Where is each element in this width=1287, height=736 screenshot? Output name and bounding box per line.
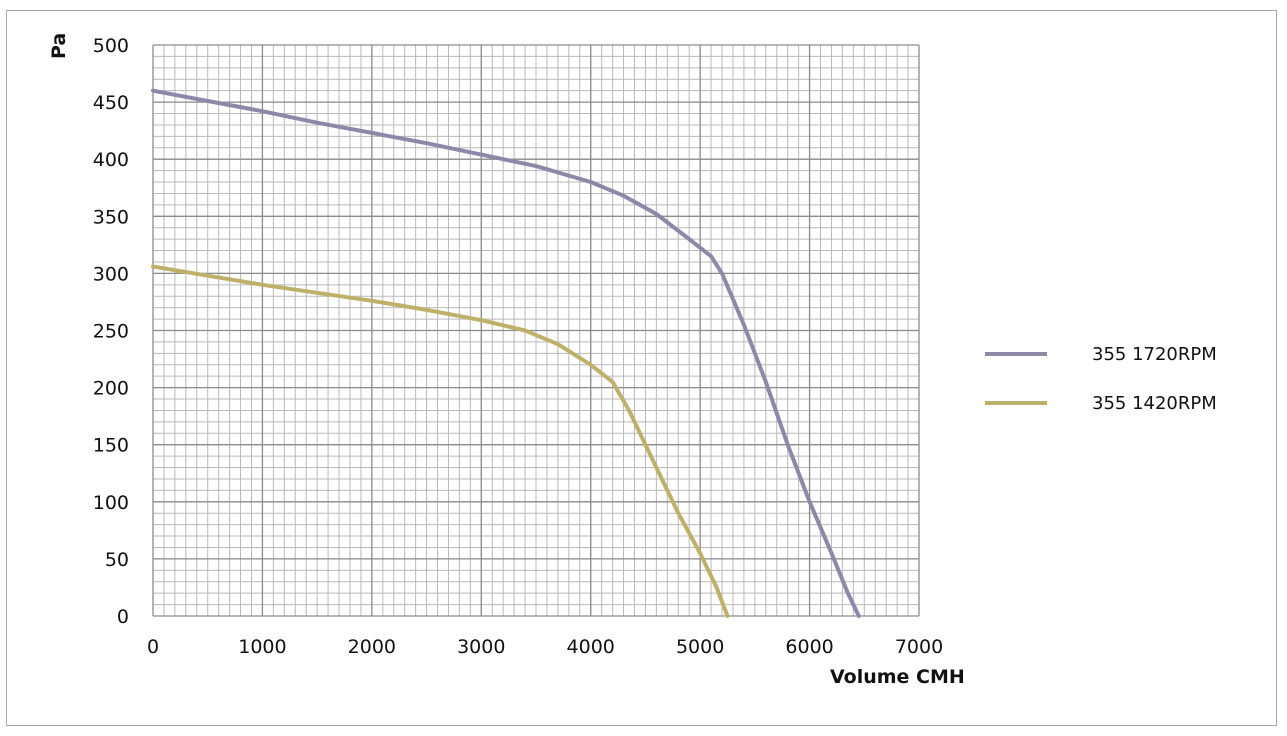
x-tick-label: 2000 (348, 636, 396, 658)
x-tick-label: 6000 (785, 636, 833, 658)
chart-container: 0 1000 2000 3000 4000 5000 6000 7000 0 50 100 150 20… (6, 10, 1277, 726)
legend: 355 1720RPM 355 1420RPM (985, 344, 1217, 414)
y-tick-label: 250 (93, 321, 129, 343)
x-tick-label: 1000 (238, 636, 286, 658)
y-tick-label: 350 (93, 206, 129, 228)
legend-label: 355 1720RPM (1092, 344, 1217, 365)
series-layer (151, 88, 861, 618)
major-grid (152, 44, 920, 617)
x-axis-title: Volume CMH (830, 666, 965, 688)
y-tick-label: 0 (117, 606, 129, 628)
x-tick-label: 5000 (676, 636, 724, 658)
y-axis-title: Pa (48, 33, 70, 59)
x-tick-label: 3000 (457, 636, 505, 658)
legend-label: 355 1420RPM (1092, 393, 1217, 414)
y-tick-label: 100 (93, 492, 129, 514)
tick-labels: 0 1000 2000 3000 4000 5000 6000 7000 0 50 100 150 20… (93, 35, 943, 658)
series-line-2 (151, 264, 730, 618)
y-tick-label: 50 (105, 549, 129, 571)
series-line-1 (151, 88, 861, 618)
y-tick-label: 500 (93, 35, 129, 57)
y-tick-label: 200 (93, 378, 129, 400)
y-tick-label: 300 (93, 263, 129, 285)
y-tick-label: 150 (93, 435, 129, 457)
y-tick-label: 400 (93, 149, 129, 171)
x-tick-label: 0 (147, 636, 159, 658)
x-tick-label: 7000 (895, 636, 943, 658)
fan-curve-chart: 0 1000 2000 3000 4000 5000 6000 7000 0 50 100 150 20… (48, 33, 1217, 688)
y-tick-label: 450 (93, 92, 129, 114)
x-tick-label: 4000 (567, 636, 615, 658)
